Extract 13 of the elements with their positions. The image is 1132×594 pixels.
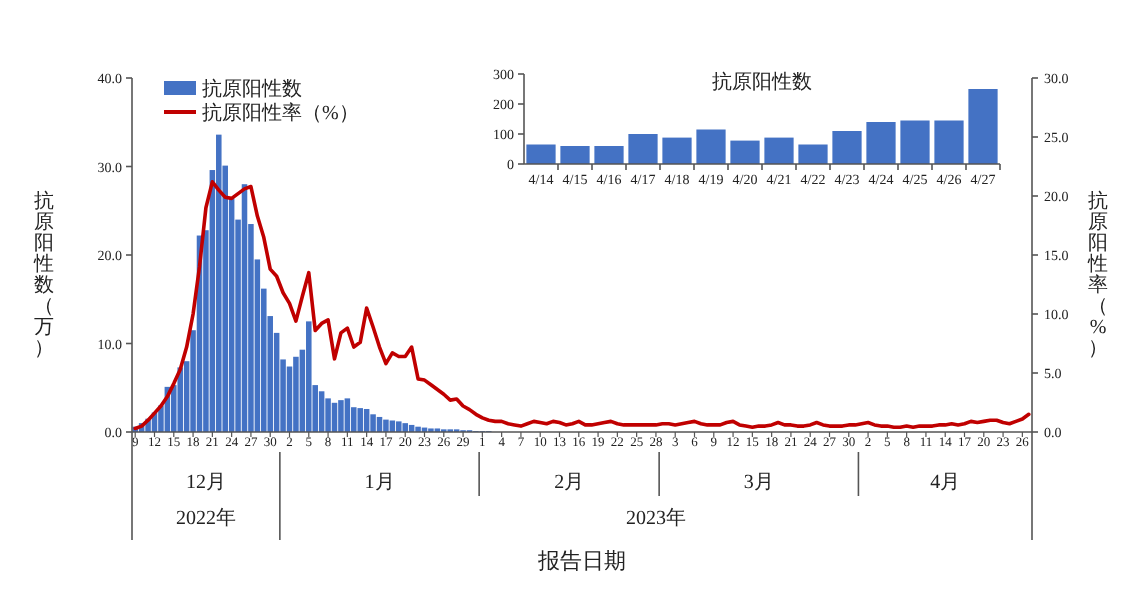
text: 4月 [930, 472, 961, 494]
text: 1月 [364, 472, 395, 494]
chart-title: 抗原阳性数 [712, 70, 812, 94]
legend-label: 抗原阳性数 [202, 77, 302, 101]
text: 2023年 [625, 506, 686, 530]
text: 2月 [554, 472, 585, 494]
x-axis-title: 报告日期 [536, 548, 626, 574]
y-axis-title: 抗原阳性数（万） [32, 189, 54, 360]
legend-label: 抗原阳性率（%） [202, 101, 359, 125]
y2-axis-title: 抗原阳性率（%） [1086, 189, 1108, 360]
text: 2022年 [175, 506, 236, 530]
text: 3月 [743, 472, 774, 494]
text: 12月 [185, 472, 226, 494]
